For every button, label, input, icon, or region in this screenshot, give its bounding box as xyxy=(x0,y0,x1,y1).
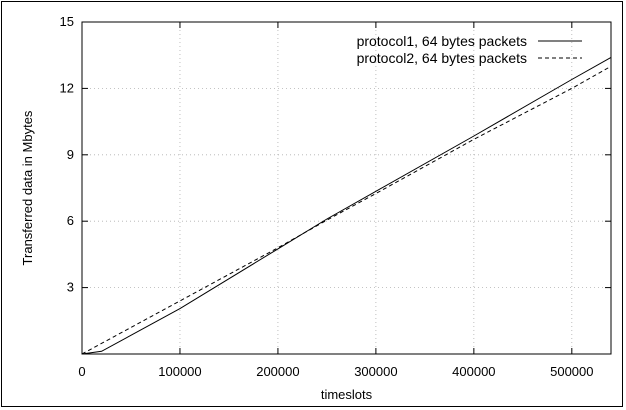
plot-area-border xyxy=(81,21,612,355)
x-tick-label: 500000 xyxy=(550,364,593,379)
y-tick-label: 15 xyxy=(60,14,74,29)
y-tick-label: 9 xyxy=(67,147,74,162)
x-tick-label: 300000 xyxy=(354,364,397,379)
grid-lines xyxy=(82,22,611,354)
legend-label: protocol2, 64 bytes packets xyxy=(357,50,527,66)
y-axis-label: Transferred data in Mbytes xyxy=(20,110,35,265)
legend-label: protocol1, 64 bytes packets xyxy=(357,33,527,49)
x-tick-label: 400000 xyxy=(452,364,495,379)
series-line-2 xyxy=(81,65,612,355)
x-tick-label: 200000 xyxy=(256,364,299,379)
axis-ticks: 3 6 9 12 15 0 100000 200000 300000 400000 500000 xyxy=(60,14,611,379)
x-tick-label: 100000 xyxy=(158,364,201,379)
x-axis-label: timeslots xyxy=(321,387,373,402)
series-line-1 xyxy=(81,56,612,355)
x-tick-label: 0 xyxy=(78,364,85,379)
series-lines xyxy=(81,56,612,355)
y-tick-label: 12 xyxy=(60,80,74,95)
y-tick-label: 6 xyxy=(67,213,74,228)
y-tick-label: 3 xyxy=(67,280,74,295)
